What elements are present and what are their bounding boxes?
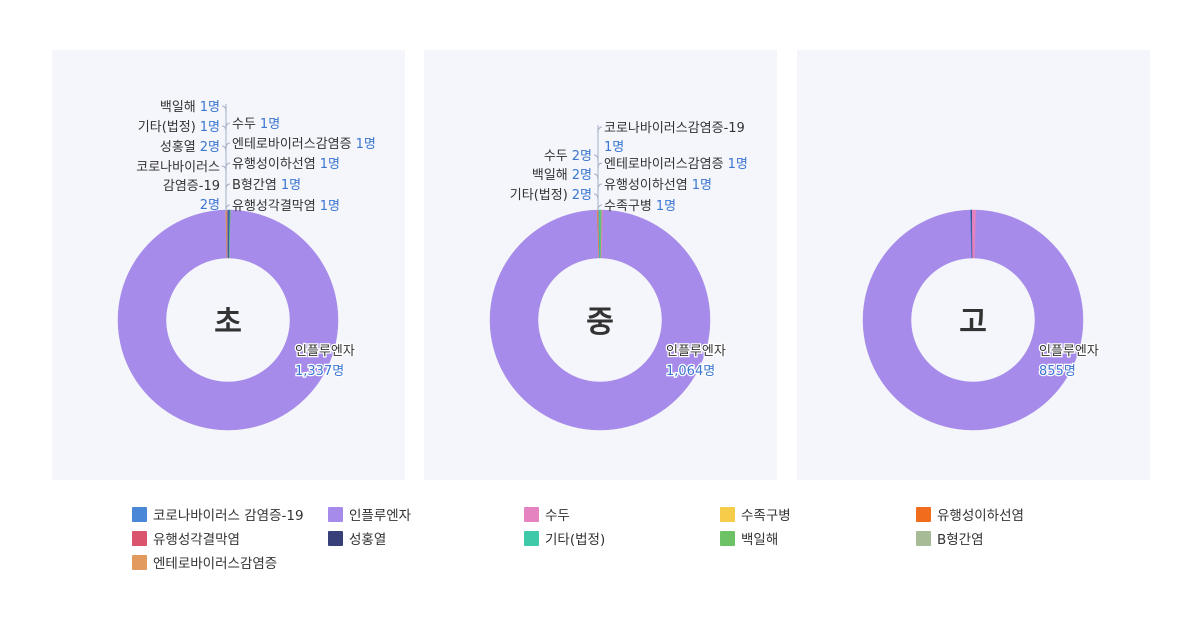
- legend-item[interactable]: 코로나바이러스 감염증-19: [132, 504, 304, 524]
- slice-label: 수족구병 1명: [604, 199, 676, 214]
- legend-swatch: [328, 530, 343, 546]
- legend-label: 성홍열: [349, 532, 387, 548]
- callout-line: [225, 162, 231, 170]
- legend-swatch: [916, 506, 931, 522]
- legend-item[interactable]: 수두: [524, 504, 570, 524]
- legend-item[interactable]: 기타(법정): [524, 528, 605, 548]
- slice-label: 유행성각결막염 1명: [232, 198, 340, 214]
- slice-label: 유행성이하선염 1명: [232, 156, 340, 172]
- slice-value-label: 2명: [200, 198, 220, 213]
- callout-line: [221, 105, 227, 113]
- pie-slice[interactable]: [117, 209, 339, 431]
- legend-swatch: [916, 530, 931, 546]
- legend-label: 코로나바이러스 감염증-19: [153, 508, 304, 524]
- legend-label: 유행성이하선염: [937, 508, 1024, 524]
- slice-value-label: 855명: [1039, 364, 1076, 379]
- callout-line: [597, 162, 603, 170]
- callout-line: [593, 154, 599, 162]
- slice-label: 감염증-19: [163, 179, 220, 194]
- slice-label: B형간염 1명: [232, 178, 301, 193]
- slice-label: 성홍열 2명: [160, 140, 220, 155]
- legend-item[interactable]: 인플루엔자: [328, 504, 411, 524]
- legend-swatch: [132, 506, 147, 522]
- slice-label: 수두 2명: [544, 149, 592, 164]
- legend-label: 수족구병: [741, 508, 791, 524]
- legend-item[interactable]: 성홍열: [328, 528, 386, 548]
- callout-line: [225, 142, 231, 150]
- slice-label: 인플루엔자: [1039, 344, 1099, 359]
- callout-line: [225, 122, 231, 130]
- slice-label: 인플루엔자: [666, 344, 726, 359]
- legend-swatch: [328, 506, 343, 522]
- slice-value-label: 1,064명: [666, 364, 715, 379]
- legend-item[interactable]: 백일해: [720, 528, 778, 548]
- chart-center-title: 중: [586, 305, 614, 340]
- chart-legend: 코로나바이러스 감염증-19 인플루엔자 수두 수족구병 유행성이하선염 유행성…: [132, 504, 1132, 584]
- legend-item[interactable]: 유행성이하선염: [916, 504, 1024, 524]
- legend-item[interactable]: 수족구병: [720, 504, 791, 524]
- slice-label: 유행성이하선염 1명: [604, 177, 712, 193]
- legend-label: 인플루엔자: [349, 508, 412, 524]
- chart-center-title: 초: [214, 305, 242, 340]
- legend-label: 유행성각결막염: [153, 532, 240, 548]
- slice-label: 코로나바이러스감염증-19: [604, 121, 745, 136]
- legend-item[interactable]: 엔테로바이러스감염증: [132, 552, 277, 572]
- callout-line: [597, 183, 603, 191]
- legend-item[interactable]: B형간염: [916, 528, 984, 548]
- legend-swatch: [720, 530, 735, 546]
- slice-label: 수두 1명: [232, 117, 280, 132]
- legend-swatch: [132, 554, 147, 570]
- callout-line: [221, 125, 227, 133]
- callout-line: [593, 193, 599, 201]
- legend-item[interactable]: 유행성각결막염: [132, 528, 240, 548]
- legend-swatch: [524, 530, 539, 546]
- slice-value-label: 1명: [604, 140, 624, 155]
- slice-label: 엔테로바이러스감염증 1명: [604, 157, 748, 172]
- callout-line: [221, 145, 227, 153]
- callout-line: [225, 183, 231, 191]
- legend-label: 기타(법정): [545, 532, 606, 548]
- legend-label: 엔테로바이러스감염증: [153, 556, 278, 572]
- slice-value-label: 1,337명: [295, 364, 344, 379]
- legend-label: 수두: [545, 508, 570, 524]
- slice-label: 백일해 1명: [160, 100, 220, 115]
- callout-line: [597, 126, 603, 134]
- pie-slice[interactable]: [862, 209, 1084, 431]
- slice-label: 백일해 2명: [532, 168, 592, 183]
- callout-line: [597, 204, 603, 212]
- legend-label: B형간염: [937, 532, 984, 548]
- callout-line: [225, 204, 231, 212]
- callout-line: [593, 173, 599, 181]
- slice-label: 인플루엔자: [295, 344, 355, 359]
- pie-slice[interactable]: [489, 209, 711, 431]
- legend-swatch: [720, 506, 735, 522]
- slice-label: 코로나바이러스: [136, 160, 220, 175]
- chart-center-title: 고: [959, 305, 987, 340]
- slice-label: 엔테로바이러스감염증 1명: [232, 137, 376, 152]
- slice-label: 기타(법정) 2명: [510, 188, 592, 203]
- legend-swatch: [524, 506, 539, 522]
- legend-swatch: [132, 530, 147, 546]
- slice-label: 기타(법정) 1명: [138, 120, 220, 135]
- legend-label: 백일해: [741, 532, 779, 548]
- callout-line: [221, 165, 227, 173]
